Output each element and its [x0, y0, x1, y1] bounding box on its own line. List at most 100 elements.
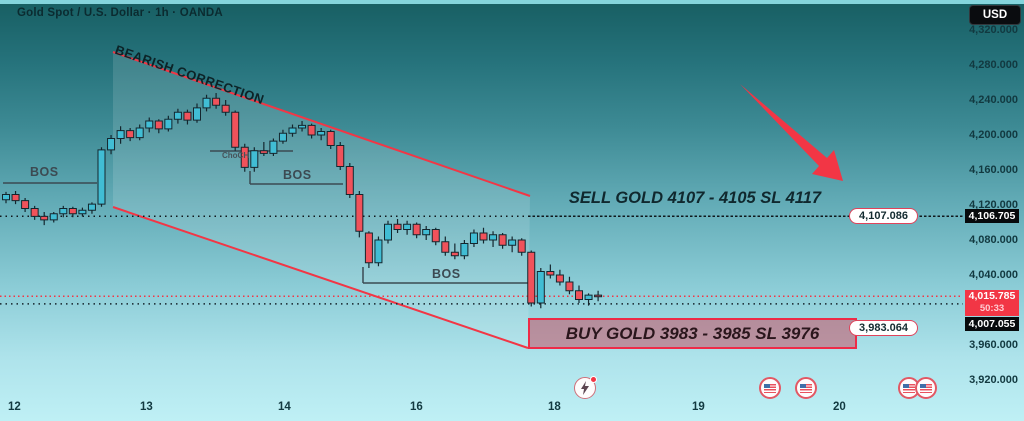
candle-body-down [212, 97, 221, 106]
bos-label-3: BOS [432, 267, 461, 281]
last-price-value: 4,015.785 [968, 290, 1016, 302]
sell-annotation-text[interactable]: SELL GOLD 4107 - 4105 SL 4117 [568, 189, 822, 207]
candle-body-down [450, 251, 459, 257]
candle-body-up [374, 239, 383, 264]
candle-body-down [11, 194, 20, 202]
price-tick-label: 4,240.000 [969, 94, 1018, 106]
us-flag-icon [903, 383, 915, 393]
candle-body-up [78, 209, 87, 215]
us-flag-event-icon[interactable] [759, 377, 781, 399]
candle-body-down [126, 130, 135, 139]
price-tick-label: 4,320.000 [969, 24, 1018, 36]
candle-body-down [364, 232, 373, 264]
time-tick-label: 14 [278, 401, 291, 413]
candle-body-up [135, 127, 144, 139]
candle-body-down [517, 239, 526, 253]
trend-channel-line[interactable] [112, 51, 531, 197]
bos-label-2: BOS [283, 168, 312, 182]
candle-body-up [164, 118, 173, 130]
price-tick-label: 4,080.000 [969, 234, 1018, 246]
trend-channel-line[interactable] [112, 206, 529, 349]
candle-body-up [536, 271, 545, 304]
price-alert-label-lower[interactable]: 3,983.064 [849, 320, 918, 336]
price-line-label-lower: 4,007.055 [965, 317, 1019, 331]
candle-body-up [584, 294, 593, 300]
candle-body-down [479, 232, 488, 241]
candle-body-down [259, 150, 268, 154]
bottom-scroll-strip[interactable] [0, 0, 1024, 4]
candle-body-up [269, 140, 278, 154]
candle-body-down [575, 290, 583, 300]
candle-body-up [460, 243, 469, 257]
candle-body-up [87, 203, 96, 211]
price-tick-label: 4,160.000 [969, 164, 1018, 176]
candle-body-up [107, 138, 116, 151]
candle-body-up [2, 194, 10, 201]
candle-body-down [393, 223, 402, 230]
trend-channel-fill[interactable] [113, 52, 530, 348]
candle-body-up [422, 229, 431, 236]
candle-body-up [116, 130, 125, 139]
candle-body-down [307, 124, 316, 136]
candle-body-up [469, 232, 478, 244]
candle-body-down [231, 111, 240, 148]
price-tick-label: 4,120.000 [969, 199, 1018, 211]
candle-body-up [288, 127, 297, 134]
event-alert-dot [590, 376, 597, 383]
candle-body-up [145, 120, 154, 129]
candle-body-down [546, 271, 555, 276]
price-alert-label-upper[interactable]: 4,107.086 [849, 208, 918, 224]
candle-body-up [403, 223, 412, 230]
candle-body-down [154, 120, 163, 130]
candle-body-down [555, 274, 564, 283]
candle-body-down [40, 215, 49, 221]
candle-body-up [489, 234, 498, 241]
candle-body-down [431, 229, 440, 243]
currency-toggle-button[interactable]: USD [969, 5, 1021, 25]
price-line-label-upper: 4,106.705 [965, 209, 1019, 223]
choch-label: ChoCH [222, 151, 250, 160]
candle-body-up [59, 208, 68, 215]
candle-body-down [326, 131, 335, 146]
candle-body-up [278, 132, 287, 142]
candle-body-down [183, 111, 192, 121]
lightning-event-icon[interactable] [574, 376, 597, 399]
price-tick-label: 3,920.000 [969, 374, 1018, 386]
time-tick-label: 12 [8, 401, 21, 413]
candle-body-down [441, 241, 450, 253]
us-flag-icon [764, 383, 776, 393]
last-price-label: 4,015.785 50:33 [965, 290, 1019, 316]
buy-annotation-text: BUY GOLD 3983 - 3985 SL 3976 [565, 323, 820, 343]
us-flag-event-icon[interactable] [915, 377, 937, 399]
candle-body-down [221, 104, 230, 113]
price-tick-label: 3,960.000 [969, 339, 1018, 351]
buy-zone-box[interactable]: BUY GOLD 3983 - 3985 SL 3976 [528, 318, 857, 349]
candle-body-down [336, 145, 345, 167]
candle-body-up [202, 97, 211, 109]
lightning-bolt-icon [581, 381, 589, 395]
time-tick-label: 19 [692, 401, 705, 413]
candle-body-up [508, 239, 517, 246]
candle-body-down [527, 251, 536, 304]
bar-countdown: 50:33 [979, 303, 1005, 314]
time-tick-label: 18 [548, 401, 561, 413]
candle-body-up [250, 150, 259, 168]
candle-body-down [412, 223, 421, 236]
candle-body-down [345, 166, 354, 195]
candle-body-down [21, 200, 30, 209]
down-arrow-drawing[interactable] [740, 84, 843, 181]
candle-body-down [30, 208, 39, 217]
candle-body-down [594, 294, 603, 298]
candle-body-up [193, 107, 201, 121]
candle-body-up [97, 149, 106, 205]
candle-body-up [384, 223, 392, 241]
time-tick-label: 13 [140, 401, 153, 413]
price-tick-label: 4,280.000 [969, 59, 1018, 71]
time-tick-label: 20 [833, 401, 846, 413]
us-flag-event-icon[interactable] [795, 377, 817, 399]
candle-body-up [173, 111, 182, 120]
price-tick-label: 4,200.000 [969, 129, 1018, 141]
us-flag-icon [920, 383, 932, 393]
